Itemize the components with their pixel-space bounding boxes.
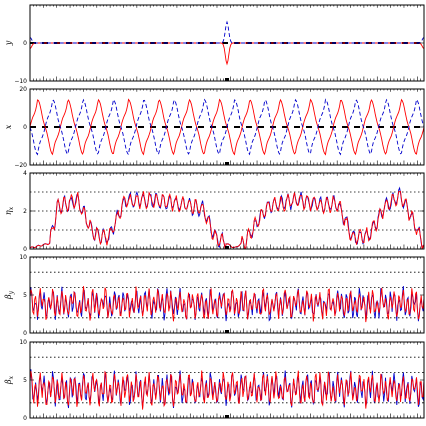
y-tick-label-2: 10 bbox=[19, 339, 27, 346]
y-tick-label-0: 0 bbox=[23, 246, 27, 253]
series-line-1 bbox=[30, 286, 424, 323]
y-axis-label-subscript: x bbox=[8, 375, 15, 379]
chart-panel-1: −10 0 y bbox=[4, 4, 425, 85]
y-axis-label-main: y bbox=[4, 40, 13, 46]
plot-frame bbox=[29, 341, 425, 419]
center-marker bbox=[225, 415, 229, 418]
chart-panel-3: 0 2 4 ηx bbox=[4, 170, 425, 253]
y-tick-label-2: 10 bbox=[19, 254, 27, 261]
y-tick-label-0: 0 bbox=[23, 330, 27, 337]
y-tick-label-0: −10 bbox=[14, 78, 27, 85]
y-tick-label-1: 5 bbox=[23, 292, 27, 299]
series-line-1 bbox=[30, 20, 424, 44]
y-tick-label-1: 0 bbox=[23, 40, 27, 47]
y-axis-label: βx bbox=[4, 375, 15, 385]
series-line-1 bbox=[30, 98, 424, 156]
y-axis-label: βy bbox=[4, 290, 15, 300]
series-group bbox=[30, 369, 424, 410]
center-marker bbox=[225, 162, 229, 165]
center-marker bbox=[225, 330, 229, 333]
y-axis-label-main: η bbox=[4, 210, 13, 215]
chart-panel-4: 0 5 10 βy bbox=[4, 254, 425, 337]
plot-frame bbox=[29, 256, 425, 334]
y-axis-label: y bbox=[4, 40, 13, 46]
chart-panel-5: 0 5 10 βx bbox=[4, 339, 425, 422]
y-axis-label-subscript: x bbox=[8, 206, 15, 210]
series-line-1 bbox=[30, 370, 424, 410]
y-tick-label-1: 5 bbox=[23, 377, 27, 384]
series-line-0 bbox=[30, 186, 424, 249]
y-axis-label-main: β bbox=[4, 294, 13, 300]
y-axis-label-main: x bbox=[4, 124, 13, 129]
series-group bbox=[30, 186, 424, 249]
y-tick-label-0: 0 bbox=[23, 415, 27, 422]
y-axis-label-subscript: y bbox=[8, 290, 15, 295]
series-group bbox=[30, 20, 424, 66]
y-tick-label-2: 4 bbox=[23, 170, 27, 177]
y-tick-label-2: 20 bbox=[19, 86, 27, 93]
chart-panel-2: −20 0 20 x bbox=[4, 86, 425, 169]
y-tick-label-1: 2 bbox=[23, 208, 27, 215]
center-marker bbox=[225, 78, 229, 81]
series-group bbox=[30, 98, 424, 156]
center-marker bbox=[225, 246, 229, 249]
y-axis-label: ηx bbox=[4, 206, 15, 215]
y-tick-label-0: −20 bbox=[14, 162, 27, 169]
y-tick-label-1: 0 bbox=[23, 124, 27, 131]
series-line-0 bbox=[30, 42, 424, 66]
series-group bbox=[30, 286, 424, 323]
series-line-1 bbox=[30, 190, 424, 249]
y-axis-label: x bbox=[4, 124, 13, 129]
y-axis-label-main: β bbox=[4, 379, 13, 385]
